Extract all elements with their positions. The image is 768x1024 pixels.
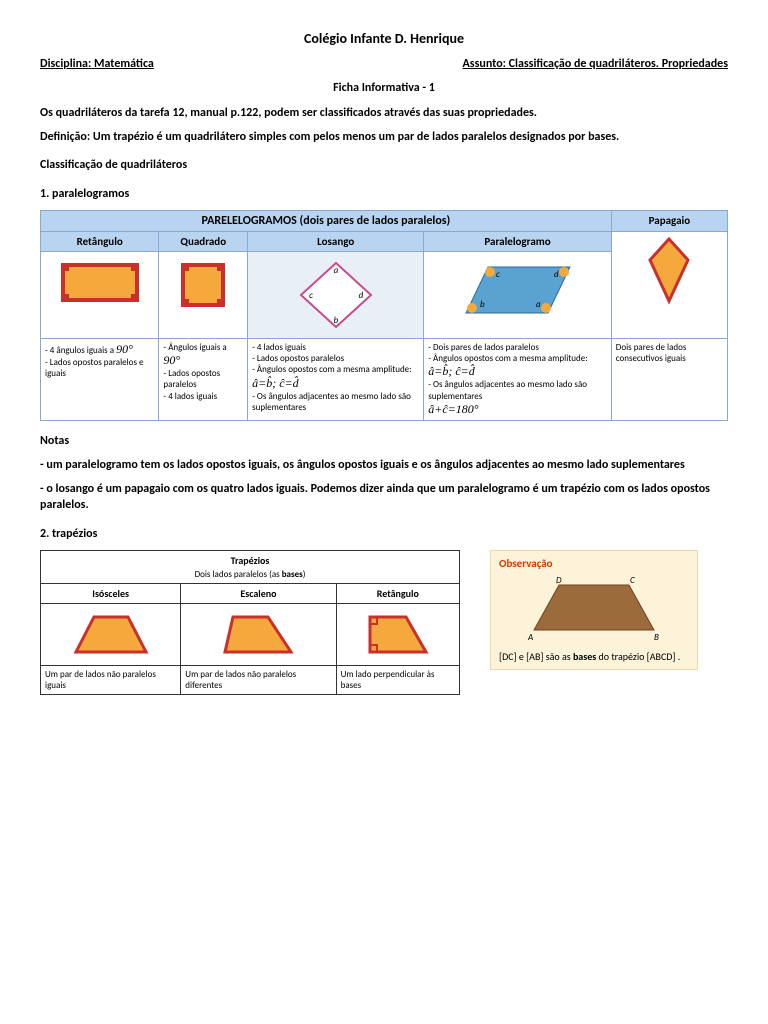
- obs-text-b: bases: [573, 650, 596, 663]
- obs-text-a: [DC] e [AB] são as: [499, 650, 573, 663]
- table1-main-header: PARELELOGRAMOS (dois pares de lados para…: [41, 210, 612, 231]
- svg-text:C: C: [630, 575, 635, 586]
- trapezios-table: Trapézios Dois lados paralelos (as bases…: [40, 550, 460, 696]
- nota1: - um paralelogramo tem os lados opostos …: [40, 457, 728, 473]
- table1-col-2: Losango: [248, 231, 424, 251]
- obs-trapezoid-icon: D C A B: [514, 570, 674, 650]
- desc-parallelogram: - Dois pares de lados paralelos - Ângulo…: [424, 338, 612, 420]
- table2-col-0: Isósceles: [41, 583, 181, 603]
- shape-papagaio: [611, 231, 727, 338]
- parallelograms-table: PARELELOGRAMOS (dois pares de lados para…: [40, 210, 728, 421]
- observation-box: Observação D C A B [DC] e [AB] são as ba…: [490, 550, 698, 670]
- shape-escaleno: [181, 603, 336, 665]
- table2-col-1: Escaleno: [181, 583, 336, 603]
- table2-col-2: Retângulo: [336, 583, 459, 603]
- table2-title-text: Trapézios: [231, 554, 270, 567]
- discipline-label: Disciplina:: [40, 57, 91, 71]
- svg-text:c: c: [309, 290, 313, 301]
- svg-text:a: a: [536, 299, 541, 310]
- svg-text:b: b: [480, 299, 485, 310]
- svg-text:A: A: [527, 632, 533, 643]
- definition: Definição: Um trapézio é um quadrilátero…: [40, 129, 728, 145]
- shape-square: [159, 251, 248, 338]
- shape-retangulo-trap: [336, 603, 459, 665]
- obs-text-c: do trapézio [ABCD] .: [596, 650, 680, 663]
- subject: Assunto: Classificação de quadriláteros.…: [463, 57, 728, 71]
- definition-label: Definição:: [40, 130, 90, 144]
- desc-isosceles: Um par de lados não paralelos iguais: [41, 665, 181, 695]
- svg-text:D: D: [556, 575, 562, 586]
- discipline: Disciplina: Matemática: [40, 57, 154, 71]
- table1-col-papagaio: Papagaio: [611, 210, 727, 231]
- subject-label: Assunto:: [463, 57, 506, 71]
- svg-text:a: a: [333, 265, 338, 276]
- classification-heading: Classificação de quadriláteros: [40, 157, 728, 173]
- svg-text:d: d: [358, 290, 363, 301]
- svg-text:B: B: [654, 632, 659, 643]
- desc-papagaio: Dois pares de lados consecutivos iguais: [611, 338, 727, 420]
- desc-retangulo-trap: Um lado perpendicular às bases: [336, 665, 459, 695]
- svg-text:c: c: [496, 269, 500, 280]
- nota2: - o losango é um papagaio com os quatro …: [40, 481, 728, 513]
- obs-text: [DC] e [AB] são as bases do trapézio [AB…: [499, 650, 689, 663]
- obs-title: Observação: [499, 557, 689, 570]
- subject-value: Classificação de quadriláteros. Propried…: [509, 57, 728, 71]
- table1-col-3: Paralelogramo: [424, 231, 612, 251]
- intro-text: Os quadriláteros da tarefa 12, manual p.…: [40, 105, 728, 121]
- svg-text:d: d: [554, 269, 559, 280]
- section1-heading: 1. paralelogramos: [40, 186, 728, 202]
- table1-col-0: Retângulo: [41, 231, 159, 251]
- shape-isosceles: [41, 603, 181, 665]
- desc-rectangle: - 4 ângulos iguais a 90° - Lados opostos…: [41, 338, 159, 420]
- svg-text:b: b: [333, 315, 338, 326]
- definition-text: Um trapézio é um quadrilátero simples co…: [93, 130, 619, 144]
- table2-sub-a: Dois lados paralelos (as: [195, 569, 282, 580]
- school-title: Colégio Infante D. Henrique: [40, 30, 728, 47]
- desc-square: - Ângulos iguais a 90° - Lados opostos p…: [159, 338, 248, 420]
- discipline-value: Matemática: [94, 57, 154, 71]
- table2-subtitle: Dois lados paralelos (as bases): [195, 569, 306, 580]
- shape-parallelogram: c d a b: [424, 251, 612, 338]
- desc-escaleno: Um par de lados não paralelos diferentes: [181, 665, 336, 695]
- doc-header: Disciplina: Matemática Assunto: Classifi…: [40, 57, 728, 71]
- section2-heading: 2. trapézios: [40, 526, 728, 542]
- desc-losango: - 4 lados iguais - Lados opostos paralel…: [248, 338, 424, 420]
- table2-sub-c: ): [303, 569, 306, 580]
- table1-col-1: Quadrado: [159, 231, 248, 251]
- shape-losango: a d b c: [248, 251, 424, 338]
- table2-sub-b: bases: [282, 569, 303, 580]
- table2-title: Trapézios Dois lados paralelos (as bases…: [41, 550, 460, 583]
- worksheet-subtitle: Ficha Informativa - 1: [40, 81, 728, 95]
- notas-heading: Notas: [40, 433, 728, 449]
- shape-rectangle: [41, 251, 159, 338]
